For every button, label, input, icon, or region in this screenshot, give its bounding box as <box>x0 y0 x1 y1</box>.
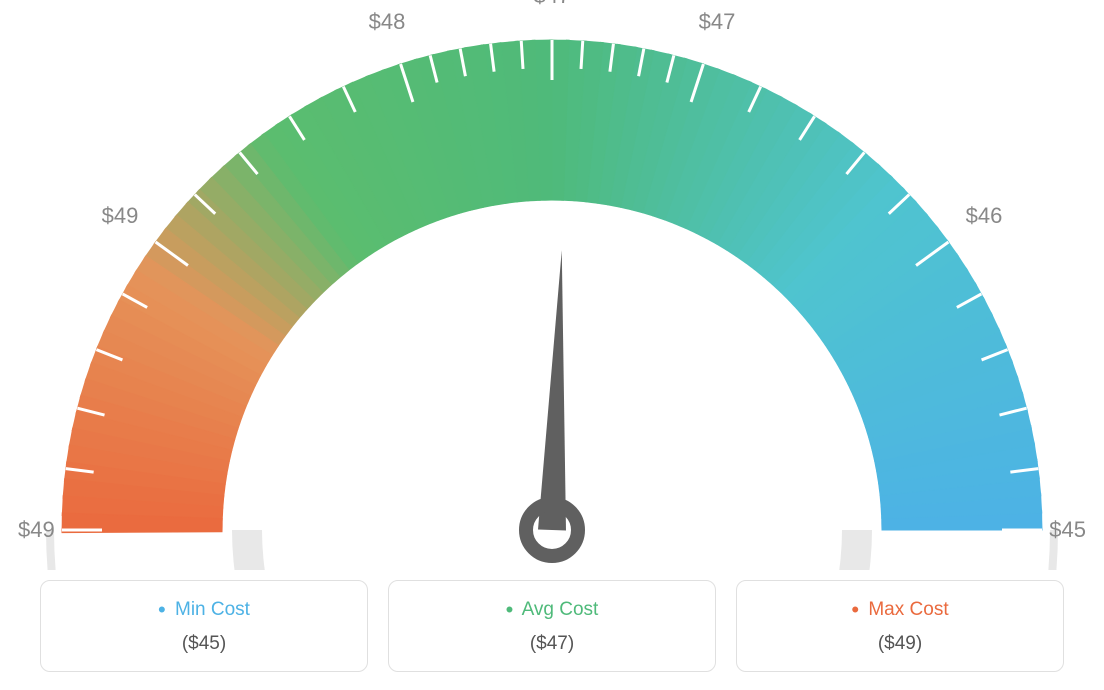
svg-text:$47: $47 <box>699 9 736 34</box>
dot-icon: • <box>158 597 166 622</box>
legend-label: Max Cost <box>868 599 948 620</box>
svg-text:$47: $47 <box>534 0 571 8</box>
svg-text:$48: $48 <box>369 9 406 34</box>
legend-title-min: • Min Cost <box>41 597 367 623</box>
svg-text:$46: $46 <box>966 203 1003 228</box>
legend-value: ($49) <box>737 633 1063 655</box>
dot-icon: • <box>506 597 514 622</box>
legend-title-avg: • Avg Cost <box>389 597 715 623</box>
legend-title-max: • Max Cost <box>737 597 1063 623</box>
legend-row: • Min Cost ($45) • Avg Cost ($47) • Max … <box>0 580 1104 672</box>
svg-text:$45: $45 <box>1049 517 1086 542</box>
legend-label: Min Cost <box>175 599 250 620</box>
svg-text:$49: $49 <box>102 203 139 228</box>
svg-text:$49: $49 <box>18 517 55 542</box>
legend-card-min: • Min Cost ($45) <box>40 580 368 672</box>
legend-value: ($45) <box>41 633 367 655</box>
legend-card-max: • Max Cost ($49) <box>736 580 1064 672</box>
gauge-chart: $45 $46 $47 $47 $48 $49 $49 <box>0 0 1104 570</box>
gauge-svg: $45 $46 $47 $47 $48 $49 $49 <box>0 0 1104 570</box>
legend-value: ($47) <box>389 633 715 655</box>
dot-icon: • <box>851 597 859 622</box>
legend-card-avg: • Avg Cost ($47) <box>388 580 716 672</box>
legend-label: Avg Cost <box>522 599 599 620</box>
